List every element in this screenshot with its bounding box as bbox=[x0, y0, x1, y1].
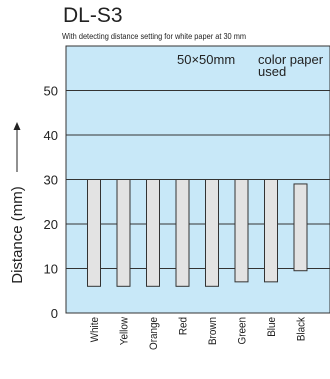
annotation-note-line2: used bbox=[258, 64, 286, 79]
bar-orange bbox=[146, 179, 160, 287]
x-tick-label-orange: Orange bbox=[149, 317, 161, 350]
bar-red bbox=[175, 179, 190, 287]
chart-subtitle: With detecting distance setting for whit… bbox=[62, 31, 247, 41]
y-tick-labels: 0 10 20 30 40 50 bbox=[44, 84, 58, 322]
y-axis-arrow-head bbox=[13, 122, 21, 130]
bar-white bbox=[87, 179, 101, 287]
bars bbox=[87, 179, 308, 287]
y-tick-label-40: 40 bbox=[44, 128, 58, 143]
x-tick-label-blue: Blue bbox=[267, 317, 279, 337]
y-tick-label-0: 0 bbox=[51, 306, 58, 321]
y-tick-label-10: 10 bbox=[44, 262, 58, 277]
x-tick-label-black: Black bbox=[296, 316, 308, 341]
bar-brown bbox=[205, 179, 219, 287]
annotation-note-line1: color paper bbox=[258, 52, 324, 67]
bar-blue bbox=[264, 179, 278, 283]
bar-green bbox=[234, 179, 249, 283]
x-tick-label-red: Red bbox=[178, 317, 190, 335]
chart-model-title: DL-S3 bbox=[63, 4, 123, 27]
x-tick-label-yellow: Yellow bbox=[119, 317, 131, 346]
y-tick-label-30: 30 bbox=[44, 173, 58, 188]
bar-black bbox=[293, 183, 308, 272]
annotation-size: 50×50mm bbox=[177, 52, 235, 67]
y-tick-label-20: 20 bbox=[44, 217, 58, 232]
x-tick-labels: White Yellow Orange Red Brown Green Blue Black bbox=[90, 316, 308, 350]
x-tick-label-green: Green bbox=[237, 317, 249, 345]
y-axis-label: Distance (mm) bbox=[9, 186, 26, 284]
y-tick-label-50: 50 bbox=[44, 84, 58, 99]
x-tick-label-brown: Brown bbox=[208, 317, 220, 345]
bar-yellow bbox=[116, 179, 131, 287]
grid-lines bbox=[66, 90, 330, 269]
x-tick-label-white: White bbox=[90, 317, 102, 342]
